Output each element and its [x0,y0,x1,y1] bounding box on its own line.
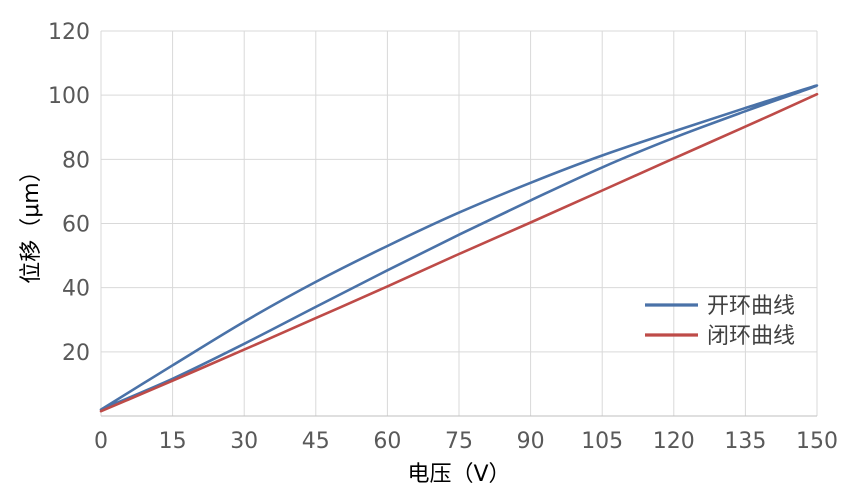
x-tick-label: 45 [302,429,330,454]
y-tick-label: 80 [62,148,90,173]
y-tick-label: 100 [48,84,90,109]
series-line-0 [99,84,819,411]
series-line-1 [99,92,819,413]
y-tick-label: 120 [48,20,90,45]
x-tick-label: 30 [230,429,258,454]
x-tick-label: 120 [653,429,695,454]
x-tick-label: 60 [373,429,401,454]
x-tick-label: 0 [94,429,108,454]
grid [100,30,818,416]
y-tick-label: 20 [62,341,90,366]
legend-label: 开环曲线 [707,294,795,319]
y-axis-title: 位移（μm） [19,160,44,283]
x-axis-title: 电压（V） [407,462,510,487]
y-tick-label: 60 [62,213,90,238]
legend-label: 闭环曲线 [707,324,795,349]
x-tick-label: 75 [445,429,473,454]
x-tick-label: 150 [796,429,838,454]
x-tick-label: 135 [724,429,766,454]
x-tick-label: 90 [517,429,545,454]
axes: 0 15 30 45 60 75 90 105 120 135 150 20 40 60 80 100 120 [48,20,838,454]
y-tick-label: 40 [62,277,90,302]
series-lines [99,84,819,413]
x-tick-label: 105 [581,429,623,454]
x-tick-label: 15 [159,429,187,454]
